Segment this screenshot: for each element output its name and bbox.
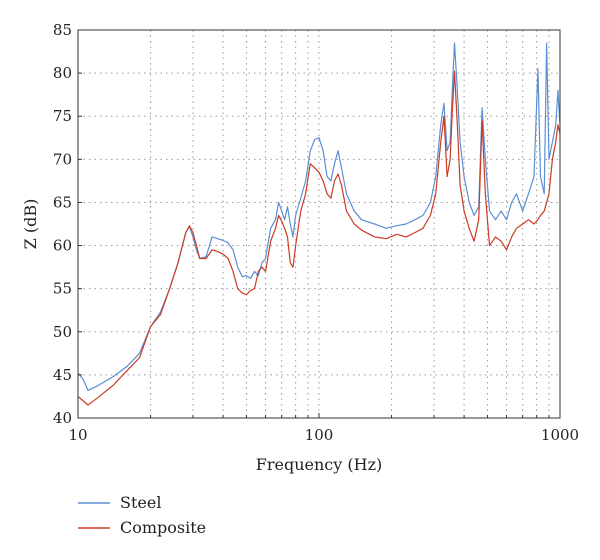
y-tick-label: 85 [53, 21, 72, 39]
x-axis-ticks: 10 100 1000 [68, 413, 579, 444]
series-layer [77, 42, 561, 406]
x-tick-label: 100 [305, 426, 334, 444]
y-tick-label: 80 [53, 64, 72, 82]
series-line-composite [77, 70, 561, 406]
x-axis-title: Frequency (Hz) [256, 455, 383, 474]
y-tick-label: 45 [53, 366, 72, 384]
y-tick-label: 40 [53, 409, 72, 427]
y-tick-label: 70 [53, 150, 72, 168]
y-tick-label: 50 [53, 323, 72, 341]
y-tick-label: 55 [53, 280, 72, 298]
x-tick-label: 10 [68, 426, 87, 444]
y-axis-ticks: 40 45 50 55 60 65 70 75 80 85 [53, 21, 82, 427]
legend: Steel Composite [78, 493, 206, 537]
y-tick-label: 60 [53, 237, 72, 255]
legend-label-steel: Steel [120, 493, 161, 512]
x-tick-label: 1000 [541, 426, 579, 444]
y-axis-title: Z (dB) [21, 199, 40, 250]
plot-area [78, 30, 560, 418]
y-tick-label: 65 [53, 193, 72, 211]
legend-label-composite: Composite [120, 518, 206, 537]
y-tick-label: 75 [53, 107, 72, 125]
